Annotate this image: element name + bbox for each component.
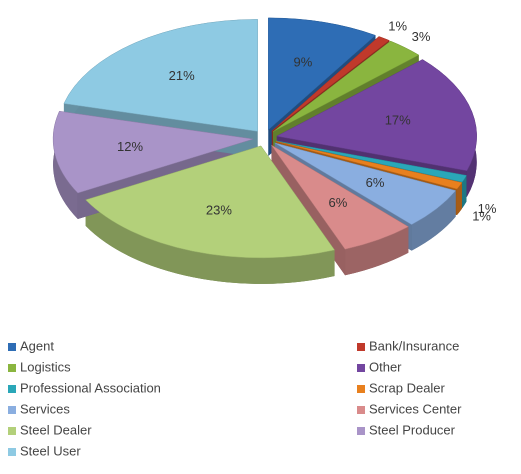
data-label: 1%: [478, 201, 497, 216]
legend-label: Bank/Insurance: [369, 338, 459, 353]
legend-swatch: [357, 406, 365, 414]
data-label: 1%: [388, 19, 407, 34]
slice-side: [456, 182, 462, 216]
legend-swatch: [357, 364, 365, 372]
data-label: 21%: [169, 68, 195, 83]
legend-label: Other: [369, 359, 402, 374]
data-label: 3%: [412, 29, 431, 44]
slice: [85, 145, 335, 259]
legend-swatch: [357, 385, 365, 393]
slice-side: [462, 175, 467, 209]
data-label: 23%: [206, 203, 232, 218]
legend-swatch: [8, 343, 16, 351]
data-label: 6%: [328, 195, 347, 210]
legend-label: Professional Association: [20, 380, 161, 395]
legend-label: Logistics: [20, 359, 71, 374]
slice: [52, 110, 254, 194]
legend-label: Agent: [20, 338, 54, 353]
slice: [274, 142, 457, 225]
slice: [275, 59, 477, 172]
slice-side: [411, 190, 456, 251]
legend-label: Steel User: [20, 443, 81, 458]
slice: [275, 141, 463, 190]
legend-swatch: [8, 406, 16, 414]
legend-label: Steel Producer: [369, 422, 456, 437]
slice: [271, 36, 390, 132]
data-label: 1%: [472, 209, 491, 224]
legend-swatch: [8, 364, 16, 372]
legend-swatch: [8, 448, 16, 456]
legend-swatch: [357, 427, 365, 435]
slice: [272, 40, 420, 132]
slice: [268, 17, 376, 131]
data-label: 9%: [294, 55, 313, 70]
legend-label: Scrap Dealer: [369, 380, 446, 395]
legend-swatch: [8, 385, 16, 393]
slice: [271, 144, 409, 250]
legend-label: Services Center: [369, 401, 462, 416]
legend-swatch: [357, 343, 365, 351]
legend-label: Steel Dealer: [20, 422, 92, 437]
data-label: 12%: [117, 139, 143, 154]
data-label: 17%: [385, 112, 411, 127]
legend-label: Services: [20, 401, 70, 416]
slice-side: [345, 226, 409, 276]
slice: [276, 140, 467, 183]
slice-side: [85, 199, 335, 284]
slice-side: [53, 111, 78, 220]
data-label: 6%: [366, 175, 385, 190]
legend-swatch: [8, 427, 16, 435]
slice: [63, 19, 258, 132]
